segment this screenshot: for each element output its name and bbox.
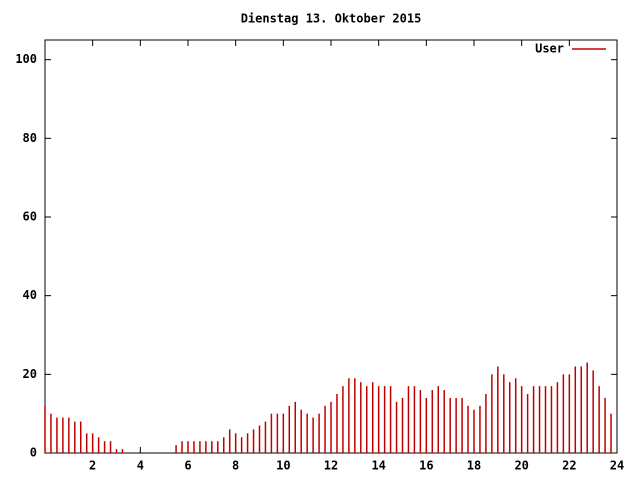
x-tick-label: 18 — [467, 459, 481, 473]
y-tick-label: 40 — [23, 288, 37, 302]
x-tick-label: 4 — [137, 459, 144, 473]
x-tick-label: 10 — [276, 459, 290, 473]
x-tick-label: 6 — [184, 459, 191, 473]
y-tick-label: 60 — [23, 210, 37, 224]
x-tick-label: 24 — [610, 459, 624, 473]
y-tick-label: 100 — [15, 52, 37, 66]
x-tick-label: 2 — [89, 459, 96, 473]
chart-title: Dienstag 13. Oktober 2015 — [241, 12, 422, 26]
x-tick-label: 16 — [419, 459, 433, 473]
plot-frame — [44, 39, 618, 454]
x-tick-label: 12 — [324, 459, 338, 473]
x-tick-label: 22 — [562, 459, 576, 473]
x-tick-label: 20 — [514, 459, 528, 473]
y-tick-label: 80 — [23, 131, 37, 145]
y-tick-label: 20 — [23, 367, 37, 381]
x-tick-label: 14 — [371, 459, 385, 473]
legend-label: User — [535, 42, 564, 56]
y-tick-label: 0 — [30, 446, 37, 460]
x-tick-label: 8 — [232, 459, 239, 473]
